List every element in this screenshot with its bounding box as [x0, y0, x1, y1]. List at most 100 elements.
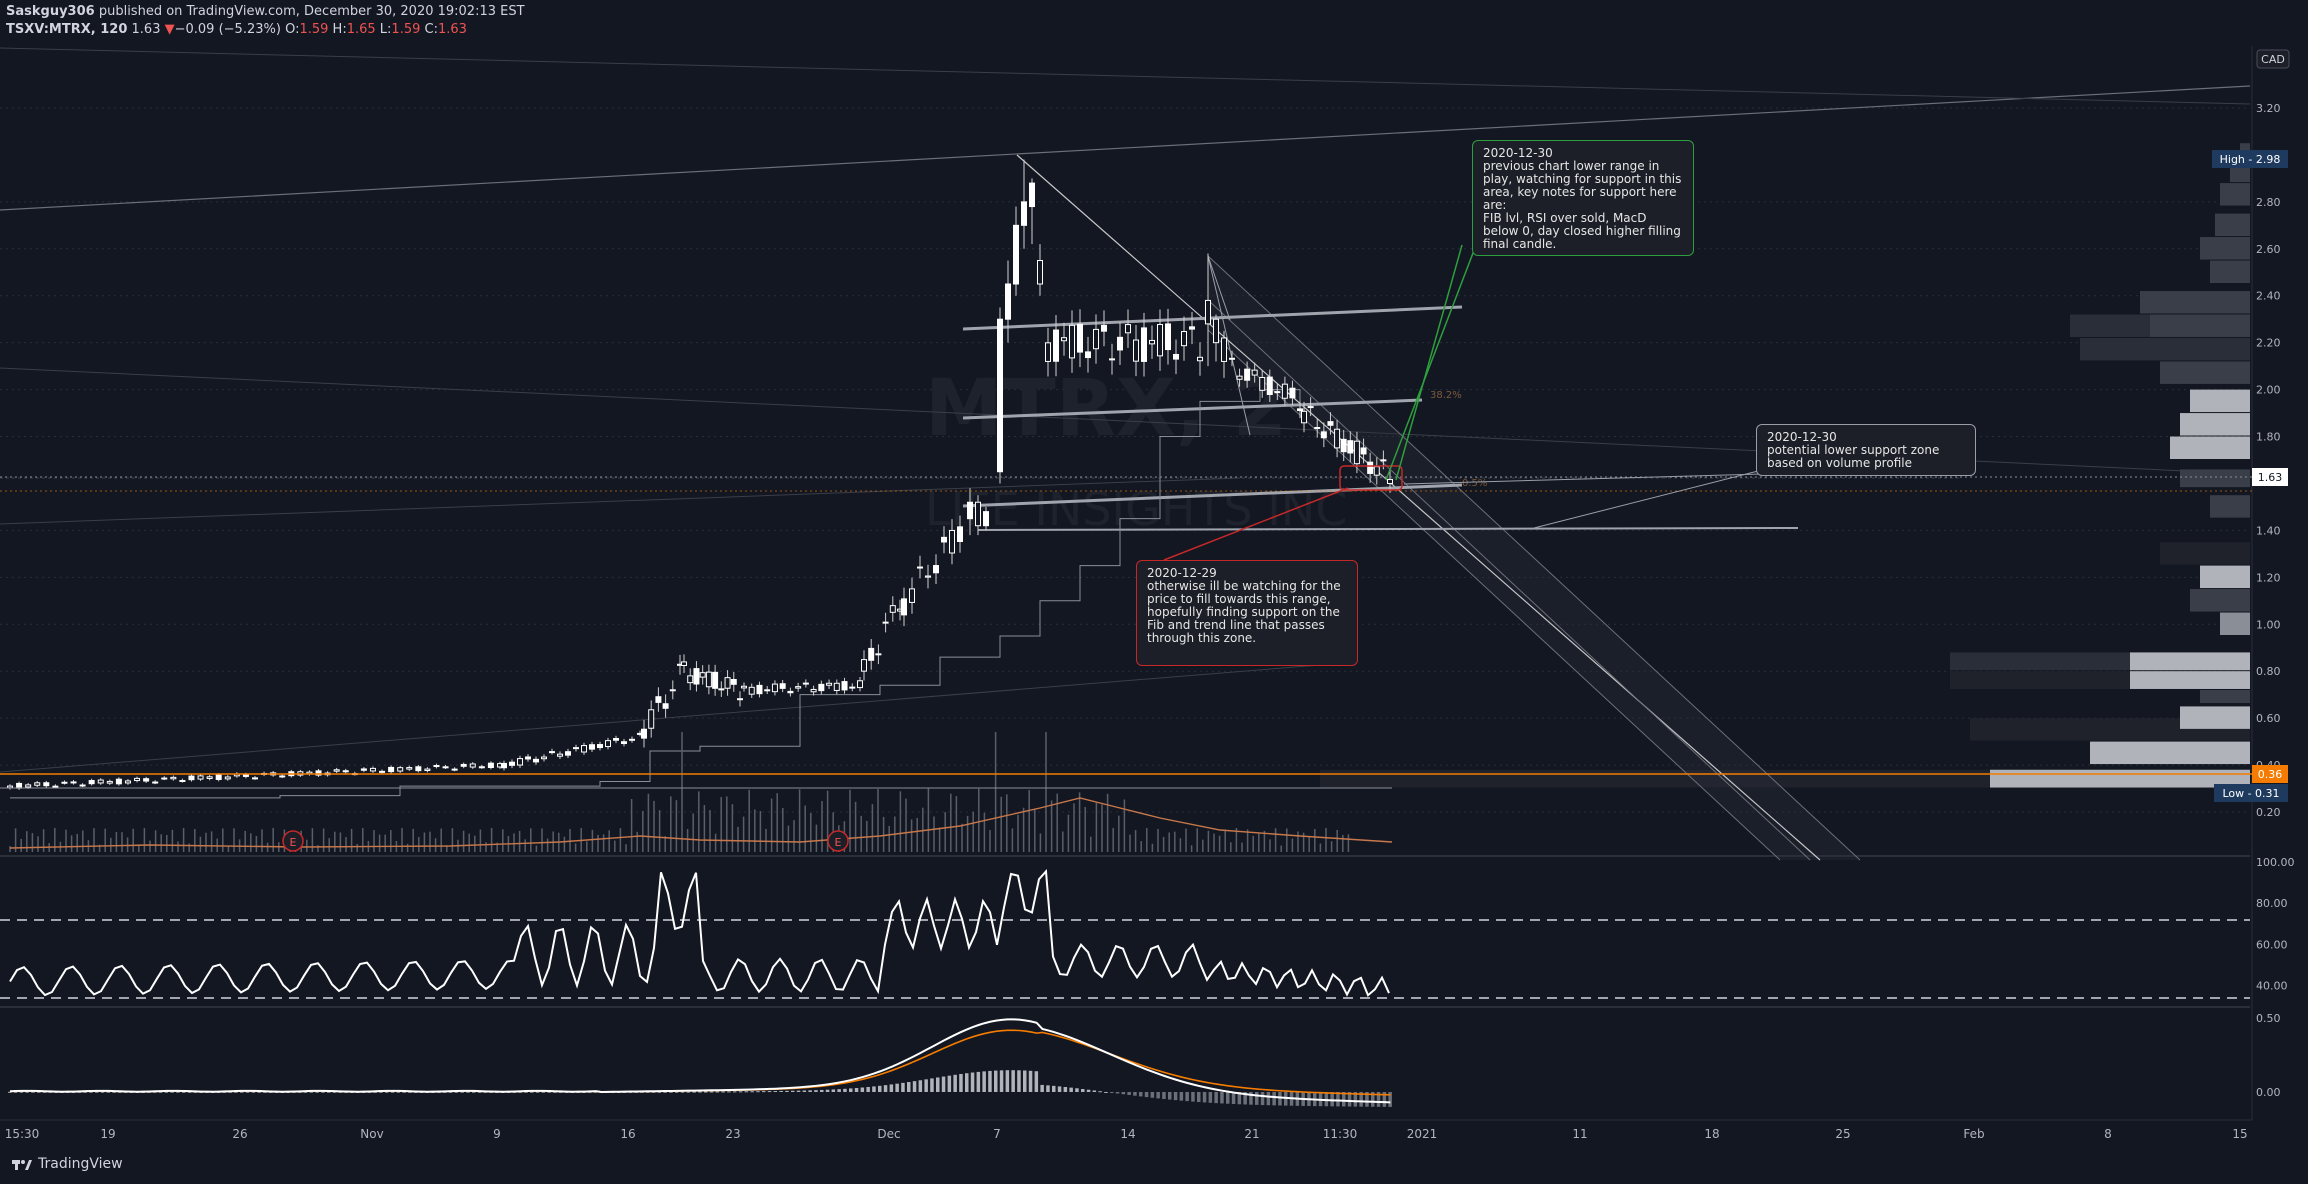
candle — [143, 778, 150, 782]
candle — [1360, 447, 1367, 455]
candle — [917, 566, 923, 569]
candle — [333, 769, 340, 772]
volume-profile-bar — [2210, 260, 2250, 283]
rsi-tick: 80.00 — [2256, 897, 2288, 910]
candle — [764, 689, 771, 692]
rsi-tick: 100.00 — [2256, 856, 2295, 869]
candle — [379, 770, 386, 773]
price-tick: 3.20 — [2256, 102, 2281, 115]
author-name[interactable]: Saskguy306 — [6, 4, 95, 19]
candle — [581, 745, 587, 753]
rsi-axis[interactable]: 100.00 80.00 60.00 40.00 — [2256, 856, 2295, 993]
volume-profile-bar — [2220, 612, 2250, 635]
macd-tick: 0.00 — [2256, 1086, 2281, 1099]
volume-profile-bar — [2180, 469, 2250, 488]
note-green-pointer — [1385, 239, 1479, 481]
candle — [1327, 421, 1334, 426]
note-red[interactable]: 2020-12-29 otherwise ill be watching for… — [1136, 560, 1358, 666]
level-badge: 0.36 — [2252, 765, 2288, 783]
candle — [810, 688, 817, 693]
candle — [655, 696, 662, 703]
svg-text:0.36: 0.36 — [2258, 768, 2283, 781]
candle — [795, 686, 802, 689]
candle — [152, 781, 159, 784]
candle — [1181, 331, 1187, 347]
candle — [557, 753, 563, 757]
candle — [25, 784, 32, 788]
note-green[interactable]: 2020-12-30 previous chart lower range in… — [1472, 140, 1694, 256]
symbol-label[interactable]: TSXV:MTRX, 120 — [6, 22, 128, 37]
candle — [1266, 376, 1273, 396]
candle — [857, 680, 863, 689]
volume-profile-bar — [2160, 361, 2250, 384]
candle — [106, 780, 113, 784]
candle — [1387, 478, 1393, 484]
candle — [1101, 324, 1107, 332]
candle — [724, 677, 731, 689]
candle — [1157, 323, 1163, 357]
candle — [1353, 440, 1360, 465]
candle — [1221, 337, 1227, 362]
high-badge: High - 2.98 — [2212, 150, 2288, 168]
candle — [215, 774, 222, 780]
low-badge: Low - 0.31 — [2214, 784, 2288, 802]
candlesticks — [7, 159, 1393, 791]
candle — [541, 756, 547, 760]
down-arrow-icon: ▼ — [164, 22, 175, 37]
macd-signal-line — [9, 1029, 1391, 1096]
rsi-line — [9, 869, 1390, 997]
time-tick: Dec — [877, 1127, 900, 1141]
candle — [605, 740, 611, 748]
candle — [315, 770, 322, 776]
candle — [771, 683, 778, 693]
candle — [134, 777, 141, 782]
candle — [1109, 358, 1115, 361]
candle — [206, 776, 213, 779]
candle — [43, 782, 50, 787]
volume-profile-bar — [2180, 413, 2250, 436]
price-axis[interactable]: 3.20 2.80 2.60 2.40 2.20 2.00 1.80 1.40 1.20 1.00… — [2256, 102, 2281, 819]
candle — [712, 671, 719, 689]
candle — [1061, 337, 1067, 342]
candle — [549, 751, 555, 754]
candle — [967, 501, 973, 520]
candle — [16, 782, 23, 789]
candle — [826, 682, 833, 686]
candle — [565, 751, 571, 756]
candle — [179, 780, 186, 783]
time-tick: 18 — [1704, 1127, 1719, 1141]
currency-badge[interactable]: CAD — [2256, 49, 2290, 69]
time-tick: 7 — [993, 1127, 1001, 1141]
candle — [861, 659, 867, 672]
candle — [1189, 326, 1195, 330]
time-tick: 19 — [100, 1127, 115, 1141]
candle — [1053, 329, 1059, 362]
time-tick: 11:30 — [1323, 1127, 1358, 1141]
candle — [705, 671, 712, 688]
time-tick: Feb — [1963, 1127, 1984, 1141]
time-axis[interactable]: 15:30 19 26 Nov 9 16 23 Dec 7 14 21 11:30 2021 11 18 25… — [5, 1127, 2248, 1141]
candle — [882, 621, 889, 624]
candle — [681, 661, 687, 666]
candle — [629, 738, 635, 741]
candle — [1314, 426, 1321, 429]
candle — [252, 777, 258, 780]
volume-profile-bar — [2180, 706, 2250, 729]
candle — [818, 683, 825, 692]
step-line — [10, 389, 1301, 799]
footer-brand: TradingView — [38, 1156, 123, 1172]
tradingview-logo[interactable]: TradingView — [12, 1156, 123, 1172]
volume-profile-bar — [2220, 183, 2250, 206]
macd-axis[interactable]: 0.50 0.00 — [2256, 1012, 2281, 1099]
candle — [1125, 324, 1131, 334]
volume-profile-bar — [2210, 495, 2250, 518]
note-grey[interactable]: 2020-12-30 potential lower support zone … — [1756, 424, 1976, 476]
candle — [188, 775, 195, 781]
candle — [1297, 408, 1303, 412]
volume-profile-bar — [2160, 542, 2250, 565]
time-tick: 25 — [1835, 1127, 1850, 1141]
candle — [1289, 387, 1296, 399]
candle — [687, 675, 694, 684]
candle — [741, 685, 747, 689]
